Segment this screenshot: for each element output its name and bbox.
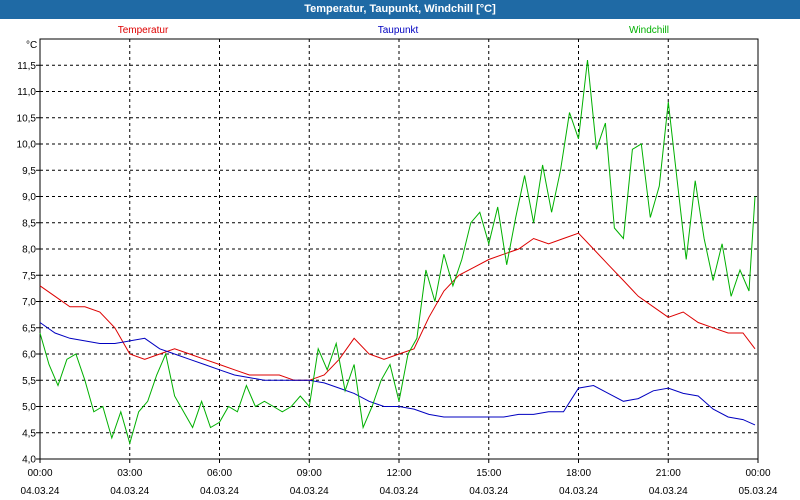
y-tick-label: 8,0 <box>22 245 36 256</box>
y-tick-label: 6,5 <box>22 323 36 334</box>
y-tick-label: 6,0 <box>22 350 36 361</box>
x-tick-date: 04.03.24 <box>200 486 239 497</box>
x-tick-date: 04.03.24 <box>380 486 419 497</box>
y-tick-label: 11,5 <box>17 61 36 72</box>
legend-entry-windchill: Windchill <box>629 25 669 36</box>
x-tick-date: 04.03.24 <box>110 486 149 497</box>
x-tick-time: 09:00 <box>297 468 322 479</box>
y-tick-label: 4,5 <box>22 428 36 439</box>
x-tick-time: 00:00 <box>27 468 52 479</box>
x-tick-date: 04.03.24 <box>290 486 329 497</box>
x-tick-time: 12:00 <box>386 468 411 479</box>
x-tick-date: 05.03.24 <box>739 486 778 497</box>
x-tick-time: 21:00 <box>656 468 681 479</box>
x-tick-date: 04.03.24 <box>21 486 60 497</box>
y-tick-label: 5,5 <box>22 376 36 387</box>
y-tick-label: 8,5 <box>22 218 36 229</box>
legend-entry-taupunkt: Taupunkt <box>378 25 419 36</box>
series-line-windchill <box>39 59 756 446</box>
x-tick-time: 15:00 <box>476 468 501 479</box>
series-line-taupunkt <box>39 322 756 426</box>
y-tick-label: 9,5 <box>22 166 36 177</box>
chart-legend: Temperatur Taupunkt Windchill <box>118 25 669 36</box>
y-axis: 4,0 4,5 5,0 5,5 6,0 6,5 7,0 7,5 8,0 8,5 9,0 9,5 10,0… <box>17 61 40 466</box>
x-tick-time: 00:00 <box>745 468 770 479</box>
x-tick-date: 04.03.24 <box>559 486 598 497</box>
y-axis-label: °C <box>26 40 37 51</box>
x-tick-time: 03:00 <box>117 468 142 479</box>
y-tick-label: 5,0 <box>22 402 36 413</box>
x-axis: 00:00 04.03.24 03:00 04.03.24 06:00 04.03.24 0… <box>21 459 778 497</box>
chart-canvas: 4,0 4,5 5,0 5,5 6,0 6,5 7,0 7,5 8,0 8,5 9,0 9,5 10,0… <box>17 25 778 497</box>
legend-entry-temperatur: Temperatur <box>118 25 169 36</box>
y-tick-label: 11,0 <box>17 87 36 98</box>
chart-series <box>39 59 756 446</box>
y-tick-label: 7,0 <box>22 297 36 308</box>
y-tick-label: 7,5 <box>22 271 36 282</box>
chart-title-bar: Temperatur, Taupunkt, Windchill [°C] <box>0 0 800 19</box>
chart-grid <box>40 39 758 459</box>
x-tick-time: 18:00 <box>566 468 591 479</box>
y-tick-label: 4,0 <box>22 455 36 466</box>
y-tick-label: 10,5 <box>17 113 37 124</box>
y-tick-label: 10,0 <box>17 140 37 151</box>
y-tick-label: 9,0 <box>22 192 36 203</box>
series-line-temperatur <box>39 232 756 381</box>
x-tick-time: 06:00 <box>207 468 232 479</box>
x-tick-date: 04.03.24 <box>469 486 508 497</box>
x-tick-date: 04.03.24 <box>649 486 688 497</box>
